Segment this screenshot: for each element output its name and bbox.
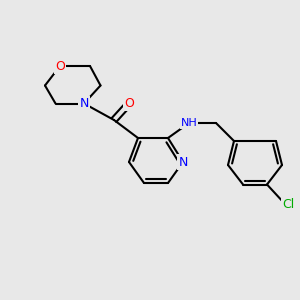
Text: O: O xyxy=(124,97,134,110)
Text: O: O xyxy=(55,59,65,73)
Text: NH: NH xyxy=(181,118,197,128)
Text: N: N xyxy=(79,97,89,110)
Text: Cl: Cl xyxy=(282,197,294,211)
Text: N: N xyxy=(178,155,188,169)
